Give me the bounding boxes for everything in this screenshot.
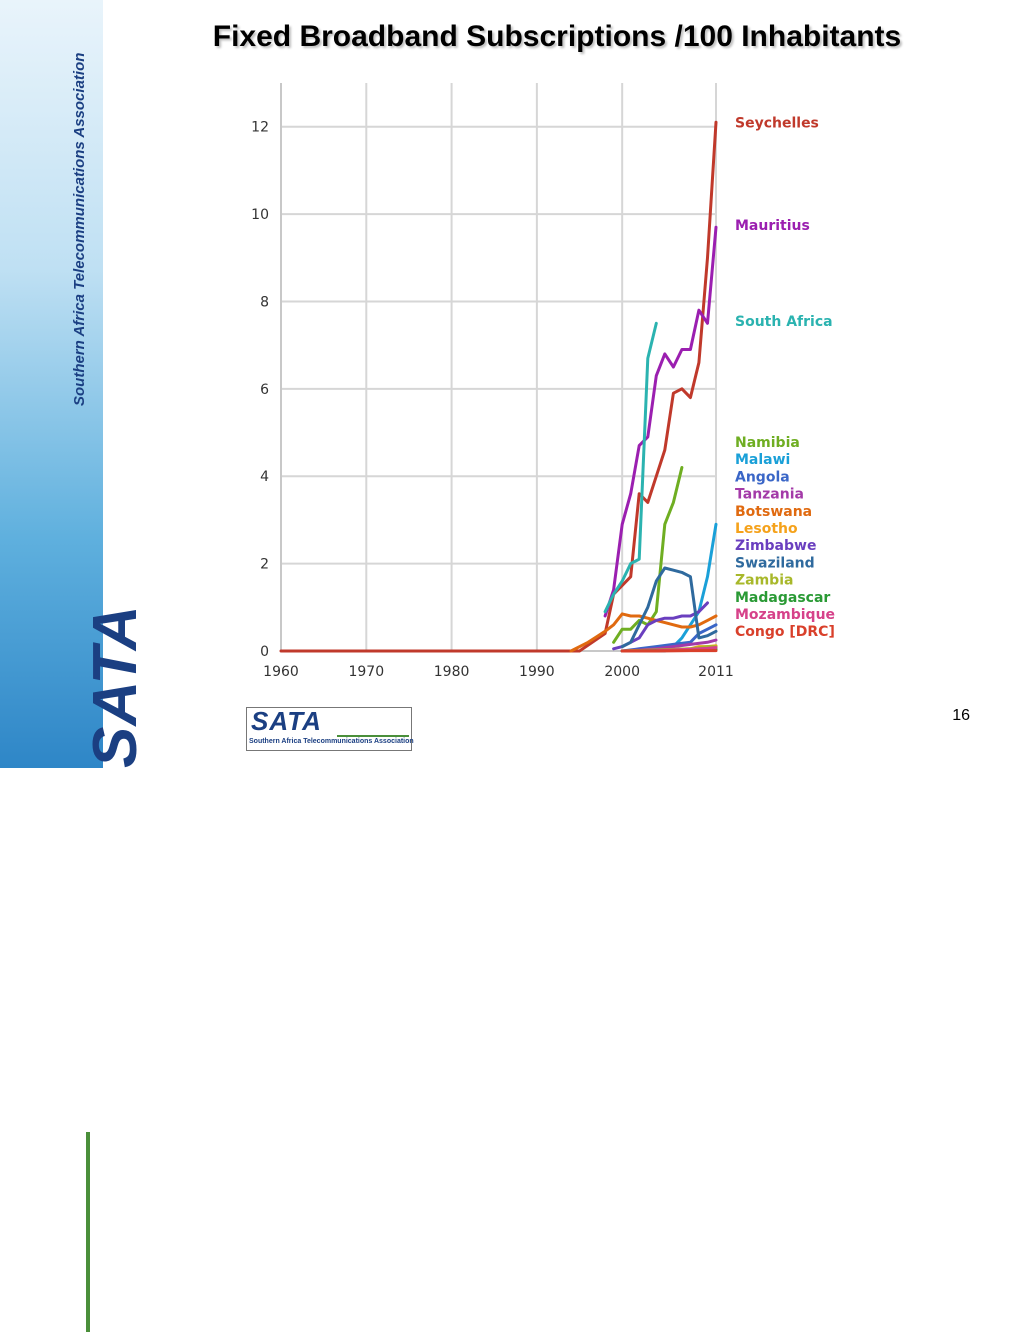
legend-label-congo-drc: Congo [DRC] [735, 624, 835, 640]
legend-label-zambia: Zambia [735, 573, 793, 589]
legend-label-lesotho: Lesotho [735, 521, 798, 537]
y-tick-label: 4 [260, 469, 269, 485]
line-chart: 0 2 4 6 8 10 12 1960 1970 1980 1990 2000 2011 Seyche… [235, 75, 855, 690]
legend-label-south-africa: South Africa [735, 314, 833, 330]
x-tick-label: 1990 [519, 664, 555, 680]
y-tick-label: 6 [260, 382, 269, 398]
legend-label-swaziland: Swaziland [735, 555, 815, 571]
legend-label-namibia: Namibia [735, 435, 800, 451]
legend-label-seychelles: Seychelles [735, 115, 819, 131]
legend-label-botswana: Botswana [735, 504, 812, 520]
chart-series [281, 122, 716, 651]
chart-axes: 0 2 4 6 8 10 12 1960 1970 1980 1990 2000 2011 [251, 83, 734, 680]
series-line-seychelles [281, 122, 716, 651]
legend-label-tanzania: Tanzania [735, 487, 804, 503]
footer-logo-subtitle: Southern Africa Telecommunications Assoc… [249, 738, 409, 745]
y-tick-label: 2 [260, 557, 269, 573]
y-tick-label: 0 [260, 644, 269, 660]
page-number: 16 [930, 707, 970, 725]
logo-divider-line [86, 1132, 90, 1332]
y-tick-label: 10 [251, 207, 269, 223]
x-tick-label: 1970 [348, 664, 384, 680]
legend-label-madagascar: Madagascar [735, 590, 830, 606]
legend-label-angola: Angola [735, 469, 790, 485]
x-tick-label: 2000 [604, 664, 640, 680]
series-line-namibia [614, 468, 682, 643]
x-tick-label: 1960 [263, 664, 299, 680]
sidebar-banner: Southern Africa Telecommunications Assoc… [0, 0, 103, 768]
x-tick-label: 1980 [434, 664, 470, 680]
y-tick-label: 12 [251, 120, 269, 136]
legend-label-mauritius: Mauritius [735, 218, 810, 234]
footer-logo-line [337, 735, 409, 737]
organization-name: Southern Africa Telecommunications Assoc… [71, 8, 88, 406]
y-tick-label: 8 [260, 294, 269, 310]
legend-label-malawi: Malawi [735, 452, 790, 468]
chart-grid [281, 83, 716, 651]
slide-title: Fixed Broadband Subscriptions /100 Inhab… [0, 20, 1024, 54]
x-tick-label: 2011 [698, 664, 734, 680]
legend-label-zimbabwe: Zimbabwe [735, 538, 816, 554]
footer-logo-text: SATA [251, 706, 322, 737]
legend-label-mozambique: Mozambique [735, 607, 835, 623]
sata-logo-footer: SATA Southern Africa Telecommunications … [246, 707, 412, 751]
sata-logo-text: SATA [80, 604, 151, 768]
